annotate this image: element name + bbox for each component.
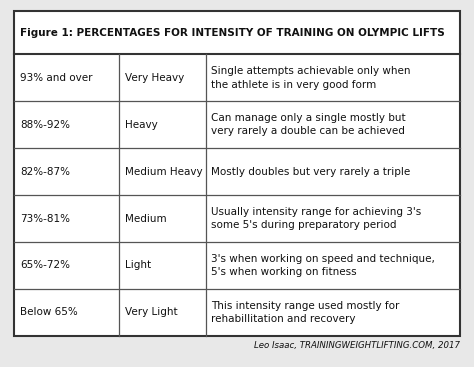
Text: This intensity range used mostly for
rehabillitation and recovery: This intensity range used mostly for reh… bbox=[211, 301, 400, 324]
Bar bbox=[14, 11, 460, 336]
Text: 82%-87%: 82%-87% bbox=[20, 167, 70, 177]
Text: Very Light: Very Light bbox=[125, 307, 177, 317]
Text: 93% and over: 93% and over bbox=[20, 73, 92, 83]
Text: 3's when working on speed and technique,
5's when working on fitness: 3's when working on speed and technique,… bbox=[211, 254, 436, 277]
Text: Medium Heavy: Medium Heavy bbox=[125, 167, 202, 177]
Text: Single attempts achievable only when
the athlete is in very good form: Single attempts achievable only when the… bbox=[211, 66, 411, 90]
Text: Heavy: Heavy bbox=[125, 120, 157, 130]
Text: Mostly doubles but very rarely a triple: Mostly doubles but very rarely a triple bbox=[211, 167, 411, 177]
Text: 65%-72%: 65%-72% bbox=[20, 261, 70, 270]
Text: Leo Isaac, TRAININGWEIGHTLIFTING.COM, 2017: Leo Isaac, TRAININGWEIGHTLIFTING.COM, 20… bbox=[254, 341, 460, 350]
Text: 73%-81%: 73%-81% bbox=[20, 214, 70, 224]
Text: Below 65%: Below 65% bbox=[20, 307, 78, 317]
Text: Medium: Medium bbox=[125, 214, 166, 224]
Text: 88%-92%: 88%-92% bbox=[20, 120, 70, 130]
Text: Light: Light bbox=[125, 261, 151, 270]
Text: Usually intensity range for achieving 3's
some 5's during preparatory period: Usually intensity range for achieving 3'… bbox=[211, 207, 422, 230]
Text: Very Heavy: Very Heavy bbox=[125, 73, 184, 83]
Text: Figure 1: PERCENTAGES FOR INTENSITY OF TRAINING ON OLYMPIC LIFTS: Figure 1: PERCENTAGES FOR INTENSITY OF T… bbox=[20, 28, 445, 38]
Text: Can manage only a single mostly but
very rarely a double can be achieved: Can manage only a single mostly but very… bbox=[211, 113, 406, 137]
